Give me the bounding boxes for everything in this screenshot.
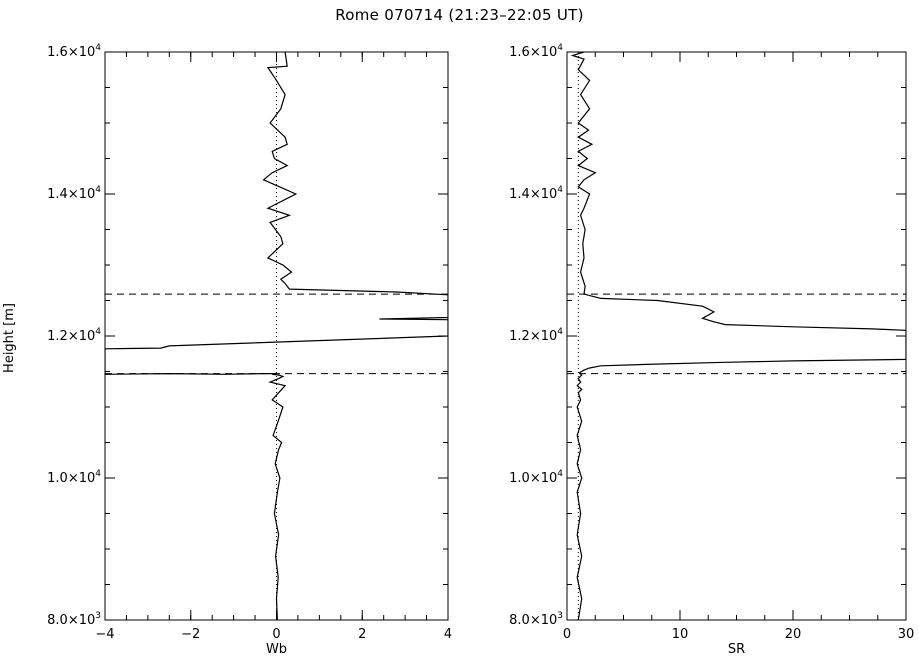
x-axis-label: Wb xyxy=(266,642,287,657)
y-tick-label: 1.6×104 xyxy=(509,43,563,60)
x-tick-label: 0 xyxy=(272,627,280,642)
x-tick-label: 0 xyxy=(563,627,571,642)
x-tick-label: −4 xyxy=(95,627,114,642)
y-axis-label: Height [m] xyxy=(2,303,17,373)
y-tick-label: 8.0×103 xyxy=(47,611,101,628)
y-tick-label: 1.2×104 xyxy=(509,327,563,344)
y-tick-label: 1.4×104 xyxy=(47,185,101,202)
y-tick-label: 1.0×104 xyxy=(47,469,101,486)
y-tick-label: 8.0×103 xyxy=(509,611,563,628)
panel-1: −4 −2 0 2 4 8.0×103 1.0×104 1.2×104 1.4×104 1.6×1… xyxy=(47,43,452,657)
x-tick-label: 30 xyxy=(898,627,915,642)
profile-line xyxy=(570,52,906,620)
chart-title: Rome 070714 (21:23–22:05 UT) xyxy=(335,6,584,24)
profile-line xyxy=(105,52,448,620)
y-tick-label: 1.0×104 xyxy=(509,469,563,486)
x-tick-label: −2 xyxy=(181,627,200,642)
panel-2: 0 10 20 30 8.0×103 1.0×104 1.2×104 1.4×104 1.6×1… xyxy=(509,43,914,657)
x-tick-label: 4 xyxy=(444,627,452,642)
y-tick-label: 1.2×104 xyxy=(47,327,101,344)
y-tick-label: 1.4×104 xyxy=(509,185,563,202)
plot-frame xyxy=(566,51,907,621)
x-tick-label: 2 xyxy=(358,627,366,642)
y-tick-label: 1.6×104 xyxy=(47,43,101,60)
x-tick-label: 10 xyxy=(672,627,689,642)
x-axis-label: SR xyxy=(728,642,745,657)
x-tick-label: 20 xyxy=(785,627,802,642)
